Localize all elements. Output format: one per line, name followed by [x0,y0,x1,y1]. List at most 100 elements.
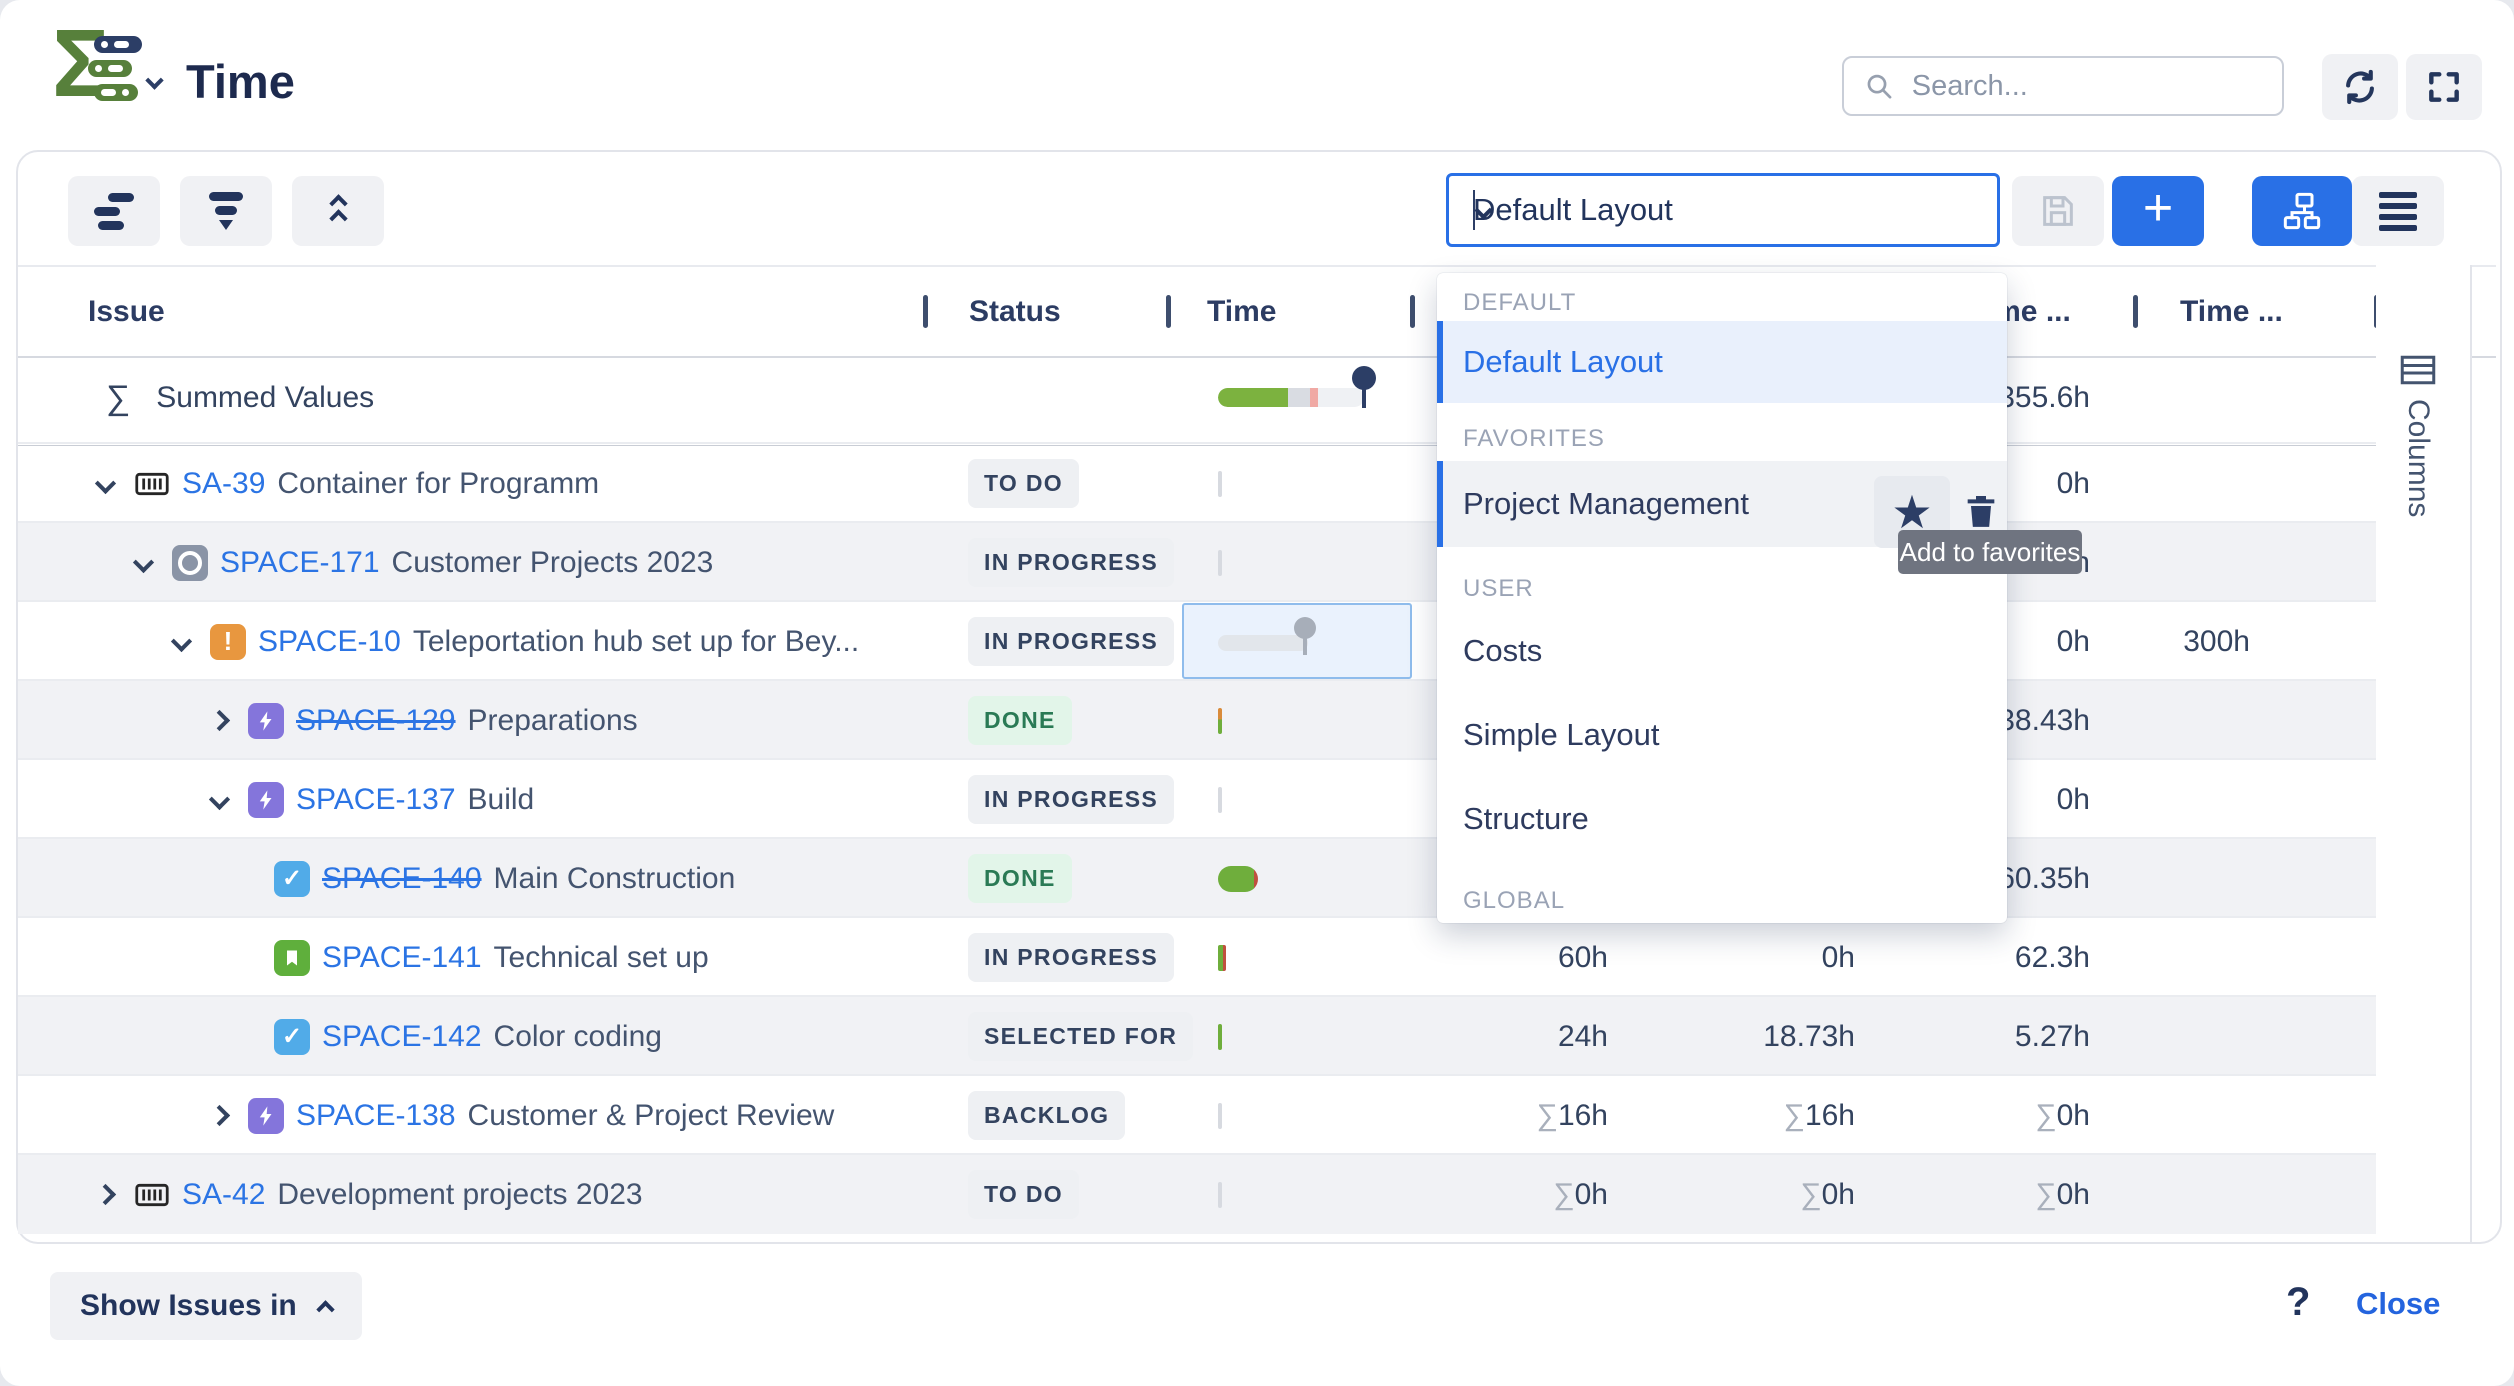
time-value: 18.73h [1763,1020,1855,1053]
time-tick [1218,1024,1222,1050]
epic-issue-type-icon [248,1098,284,1134]
column-resize-handle[interactable] [923,295,928,328]
status-badge[interactable]: DONE [968,854,1072,903]
issue-title: Technical set up [494,941,709,975]
dropdown-item-structure[interactable]: Structure [1437,777,2007,861]
list-view-toggle-button[interactable] [2352,176,2444,246]
status-badge[interactable]: IN PROGRESS [968,775,1174,824]
issue-key-link[interactable]: SPACE-137 [296,783,456,817]
group-button[interactable] [68,176,160,246]
collapse-all-button[interactable] [292,176,384,246]
save-layout-button[interactable] [2012,176,2104,246]
columns-panel-toggle[interactable]: Columns [2400,355,2436,517]
time-value: 16h [1805,1099,1855,1132]
help-button[interactable]: ? [2286,1280,2310,1325]
issue-key-link[interactable]: SA-39 [182,467,265,501]
chevron-right-icon[interactable] [208,1105,229,1126]
slider-pin[interactable] [1294,617,1316,639]
issue-key-link[interactable]: SPACE-141 [322,941,482,975]
table-columns-icon [2400,355,2436,385]
issue-key-link[interactable]: SPACE-140 [322,862,482,896]
dropdown-section-default: DEFAULT [1463,289,1576,317]
summed-progress-bar [1218,388,1364,407]
view-switcher-chevron-down-icon[interactable] [145,71,163,89]
issue-key-link[interactable]: SPACE-171 [220,546,380,580]
search-box[interactable] [1842,56,2284,116]
summed-progress-pin[interactable] [1352,366,1376,390]
column-header-time[interactable]: Time [1207,267,1276,356]
table-row[interactable]: SPACE-137 Build IN PROGRESS 0h [18,758,2378,839]
time-tick [1218,550,1222,576]
status-badge[interactable]: IN PROGRESS [968,538,1174,587]
table-row[interactable]: SA-39 Container for Programm TO DO 0h [18,442,2378,523]
chevron-down-icon[interactable] [132,552,153,573]
time-progress-pill [1218,866,1258,892]
chevron-down-icon[interactable] [94,473,115,494]
dropdown-item-default-layout[interactable]: Default Layout [1437,321,2007,403]
table-row[interactable]: SPACE-129 Preparations DONE 38.43h [18,679,2378,760]
issue-key-link[interactable]: SA-42 [182,1178,265,1212]
issue-key-link[interactable]: SPACE-138 [296,1099,456,1133]
dropdown-section-favorites: FAVORITES [1463,425,1605,453]
table-row[interactable]: SA-42 Development projects 2023 TO DO ∑0… [18,1153,2378,1234]
dropdown-item-costs[interactable]: Costs [1437,609,2007,693]
refresh-button[interactable] [2322,54,2398,120]
status-badge[interactable]: TO DO [968,1170,1079,1219]
delete-layout-button[interactable] [1961,489,2003,535]
status-badge[interactable]: DONE [968,696,1072,745]
search-input[interactable] [1910,69,2262,104]
chevron-right-icon[interactable] [94,1184,115,1205]
time-value: 300h [2183,625,2250,659]
dropdown-item-simple-layout[interactable]: Simple Layout [1437,693,2007,777]
dropdown-item-label: Project Management [1463,486,1749,522]
hamburger-icon [2379,192,2417,231]
slider-track[interactable] [1218,635,1308,651]
column-resize-handle[interactable] [1166,295,1171,328]
issue-title: Build [468,783,535,817]
table-row[interactable]: SPACE-138 Customer & Project Review BACK… [18,1074,2378,1155]
chevron-down-icon[interactable] [208,789,229,810]
time-value: 60.35h [1998,862,2090,896]
chevron-right-icon[interactable] [208,710,229,731]
issue-title: Container for Programm [277,467,599,501]
issue-key-link[interactable]: SPACE-129 [296,704,456,738]
column-resize-handle[interactable] [2133,295,2138,328]
dropdown-item-label: Costs [1463,633,1542,669]
column-header-issue[interactable]: Issue [88,267,165,356]
column-header-status[interactable]: Status [969,267,1061,356]
close-link[interactable]: Close [2356,1286,2440,1322]
selected-time-cell[interactable] [1182,603,1412,679]
issue-key-link[interactable]: SPACE-10 [258,625,401,659]
columns-label: Columns [2401,399,2435,517]
status-badge[interactable]: IN PROGRESS [968,617,1174,666]
column-header-time-c[interactable]: Time ... [2180,267,2283,356]
chevron-down-icon[interactable] [170,631,191,652]
logo-bar [94,36,142,53]
issue-key-link[interactable]: SPACE-142 [322,1020,482,1054]
filter-button[interactable] [180,176,272,246]
time-value: 24h [1558,1020,1608,1053]
layout-select[interactable]: Default Layout [1446,173,2000,247]
status-badge[interactable]: SELECTED FOR [968,1012,1193,1061]
time-value: 5.27h [2015,1020,2090,1053]
app-window: Σ Time [0,0,2514,1386]
project-issue-type-icon [172,545,208,581]
time-value: 0h [1822,941,1855,974]
column-resize-handle[interactable] [1410,295,1415,328]
table-row[interactable]: SPACE-141 Technical set up IN PROGRESS 6… [18,916,2378,997]
issue-title: Main Construction [494,862,736,896]
status-badge[interactable]: IN PROGRESS [968,933,1174,982]
structure-app-logo-icon[interactable]: Σ [52,24,140,116]
table-row[interactable]: ✓ SPACE-142 Color coding SELECTED FOR 24… [18,995,2378,1076]
save-icon [2038,191,2078,231]
logo-bar [94,84,138,101]
table-row[interactable]: ✓ SPACE-140 Main Construction DONE 60.35… [18,837,2378,918]
fullscreen-button[interactable] [2406,54,2482,120]
structure-view-toggle-button[interactable] [2252,176,2352,246]
add-layout-button[interactable]: + [2112,176,2204,246]
add-to-favorites-tooltip: Add to favorites [1898,530,2082,574]
status-badge[interactable]: BACKLOG [968,1091,1125,1140]
show-issues-in-button[interactable]: Show Issues in [50,1272,362,1340]
table-row[interactable]: ! SPACE-10 Teleportation hub set up for … [18,600,2378,681]
status-badge[interactable]: TO DO [968,459,1079,508]
